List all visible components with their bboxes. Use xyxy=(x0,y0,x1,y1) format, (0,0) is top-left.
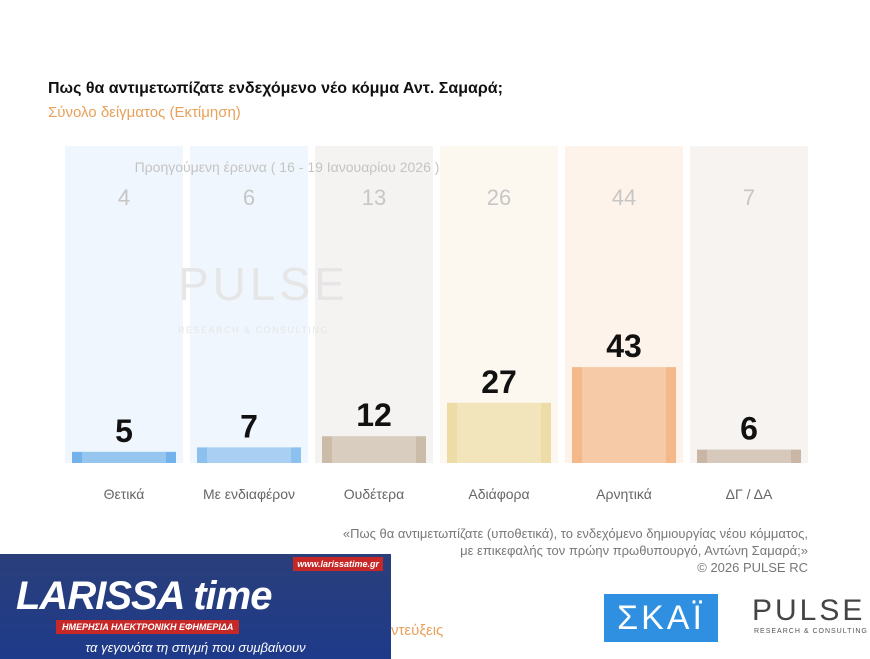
column-background xyxy=(65,146,183,463)
banner-url: www.larissatime.gr xyxy=(293,557,383,571)
bar-highlight xyxy=(332,436,416,463)
note-line-2: με επικεφαλής τον πρώην πρωθυπουργό, Αντ… xyxy=(460,543,808,558)
previous-value: 7 xyxy=(743,185,755,210)
banner-tagline: τα γεγονότα τη στιγμή που συμβαίνουν xyxy=(85,640,306,655)
category-label: Ουδέτερα xyxy=(344,486,404,502)
bar-chart: PULSE RESEARCH & CONSULTING Προηγούμενη έρ… xyxy=(65,146,808,502)
previous-value: 13 xyxy=(362,185,386,210)
category-label: Θετικά xyxy=(104,486,145,502)
bar-highlight xyxy=(207,447,291,463)
bar-value: 5 xyxy=(115,413,133,449)
pulse-logo: PULSE RESEARCH & CONSULTING xyxy=(732,594,868,635)
previous-value: 26 xyxy=(487,185,511,210)
previous-value: 44 xyxy=(612,185,636,210)
bar-value: 7 xyxy=(240,408,258,444)
bar-value: 27 xyxy=(481,364,517,400)
larissatime-banner[interactable]: www.larissatime.gr LARISSA time ΗΜΕΡΗΣΙΑ… xyxy=(0,554,391,659)
banner-sub: ΗΜΕΡΗΣΙΑ ΗΛΕΚΤΡΟΝΙΚΗ ΕΦΗΜΕΡΙΔΑ xyxy=(56,620,240,634)
bar xyxy=(72,451,176,463)
previous-survey-label: Προηγούμενη έρευνα ( 16 - 19 Ιανουαρίου … xyxy=(135,159,440,175)
chart-subtitle: Σύνολο δείγματος (Εκτίμηση) xyxy=(48,104,241,121)
bar xyxy=(572,367,676,463)
bar-value: 43 xyxy=(606,328,642,364)
bar-highlight xyxy=(82,451,166,463)
previous-value: 4 xyxy=(118,185,130,210)
pulse-logo-text: PULSE xyxy=(752,594,866,627)
note-line-1: «Πως θα αντιμετωπίζατε (υποθετικά), το ε… xyxy=(342,526,808,541)
bar xyxy=(322,436,426,463)
bar xyxy=(447,402,551,463)
watermark-text: PULSE xyxy=(178,258,349,310)
column-background xyxy=(190,146,308,463)
column-background xyxy=(315,146,433,463)
pulse-logo-sub: RESEARCH & CONSULTING xyxy=(754,628,868,635)
previous-value: 6 xyxy=(243,185,255,210)
category-label: ΔΓ / ΔΑ xyxy=(726,486,773,502)
bar-value: 12 xyxy=(356,397,392,433)
bar-value: 6 xyxy=(740,411,758,447)
question-note: «Πως θα αντιμετωπίζατε (υποθετικά), το ε… xyxy=(343,525,808,576)
skai-logo: ΣΚΑΪ xyxy=(604,594,718,642)
column-background xyxy=(690,146,808,463)
bar xyxy=(697,449,801,463)
bar xyxy=(197,447,301,463)
category-label: Αρνητικά xyxy=(596,486,652,502)
watermark-sub: RESEARCH & CONSULTING xyxy=(178,325,329,335)
bar-highlight xyxy=(457,402,541,463)
category-label: Με ενδιαφέρον xyxy=(203,486,295,502)
category-label: Αδιάφορα xyxy=(468,486,529,502)
copyright: © 2026 PULSE RC xyxy=(697,560,808,575)
chart-title: Πως θα αντιμετωπίζατε ενδεχόμενο νέο κόμ… xyxy=(48,80,503,97)
bar-highlight xyxy=(582,367,666,463)
cut-text: ντεύξεις xyxy=(391,622,444,639)
larissatime-logo: LARISSA time xyxy=(16,574,272,618)
bar-highlight xyxy=(707,449,791,463)
